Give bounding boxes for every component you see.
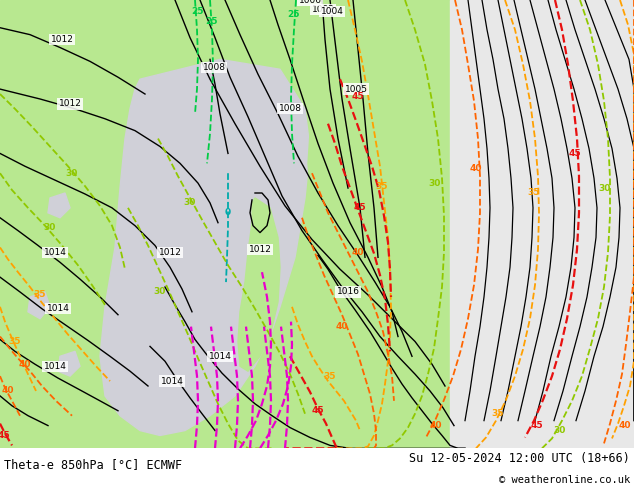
Text: 45: 45: [354, 203, 366, 212]
Text: 45: 45: [312, 406, 325, 415]
Text: 35: 35: [492, 409, 504, 418]
Text: 30: 30: [554, 426, 566, 435]
Text: 40: 40: [336, 322, 348, 331]
Text: 35: 35: [376, 182, 388, 191]
Polygon shape: [58, 351, 80, 376]
Text: 1012: 1012: [51, 35, 74, 44]
Text: 1012: 1012: [58, 99, 81, 108]
Text: 1006: 1006: [299, 0, 321, 4]
Polygon shape: [28, 292, 50, 318]
Polygon shape: [450, 0, 634, 448]
Polygon shape: [333, 238, 368, 272]
Text: 35: 35: [9, 337, 22, 346]
Text: 1012: 1012: [249, 245, 271, 254]
Text: 30: 30: [44, 223, 56, 232]
Text: 25: 25: [206, 17, 218, 26]
Text: 1008: 1008: [202, 63, 226, 72]
Polygon shape: [285, 282, 320, 337]
Text: 45: 45: [531, 421, 543, 430]
Text: 1014: 1014: [44, 362, 67, 371]
Text: 45: 45: [352, 93, 365, 101]
Text: 30: 30: [184, 198, 196, 207]
Text: 40: 40: [430, 421, 443, 430]
Text: 1002: 1002: [311, 5, 335, 14]
Text: 40: 40: [470, 164, 482, 173]
Text: Su 12-05-2024 12:00 UTC (18+66): Su 12-05-2024 12:00 UTC (18+66): [409, 452, 630, 466]
Text: 1014: 1014: [209, 352, 231, 361]
Text: 1004: 1004: [321, 7, 344, 16]
Text: 30: 30: [598, 184, 611, 193]
Text: 30: 30: [66, 169, 78, 178]
Polygon shape: [48, 193, 70, 218]
Text: 35: 35: [527, 189, 540, 197]
Text: 1014: 1014: [46, 304, 70, 313]
Text: 1008: 1008: [278, 104, 302, 113]
Polygon shape: [100, 59, 310, 436]
Polygon shape: [308, 74, 430, 233]
Text: 1014: 1014: [160, 376, 183, 386]
Text: 1014: 1014: [44, 248, 67, 257]
Text: 40: 40: [19, 360, 31, 368]
Text: 25: 25: [191, 7, 204, 16]
Text: 35: 35: [34, 291, 46, 299]
Text: 45: 45: [569, 149, 581, 158]
Text: 40: 40: [619, 421, 631, 430]
Polygon shape: [238, 198, 280, 371]
Text: 1016: 1016: [337, 288, 359, 296]
Text: © weatheronline.co.uk: © weatheronline.co.uk: [499, 475, 630, 485]
Text: 0: 0: [225, 208, 231, 217]
Text: 30: 30: [154, 288, 166, 296]
Text: Theta-e 850hPa [°C] ECMWF: Theta-e 850hPa [°C] ECMWF: [4, 458, 182, 471]
Text: 45: 45: [0, 431, 10, 440]
Text: 1005: 1005: [344, 85, 368, 94]
Text: 1012: 1012: [158, 248, 181, 257]
Text: 30: 30: [429, 178, 441, 188]
Text: 40: 40: [352, 248, 365, 257]
Text: 25: 25: [288, 10, 301, 19]
Text: 40: 40: [2, 387, 14, 395]
Text: 35: 35: [324, 371, 336, 381]
